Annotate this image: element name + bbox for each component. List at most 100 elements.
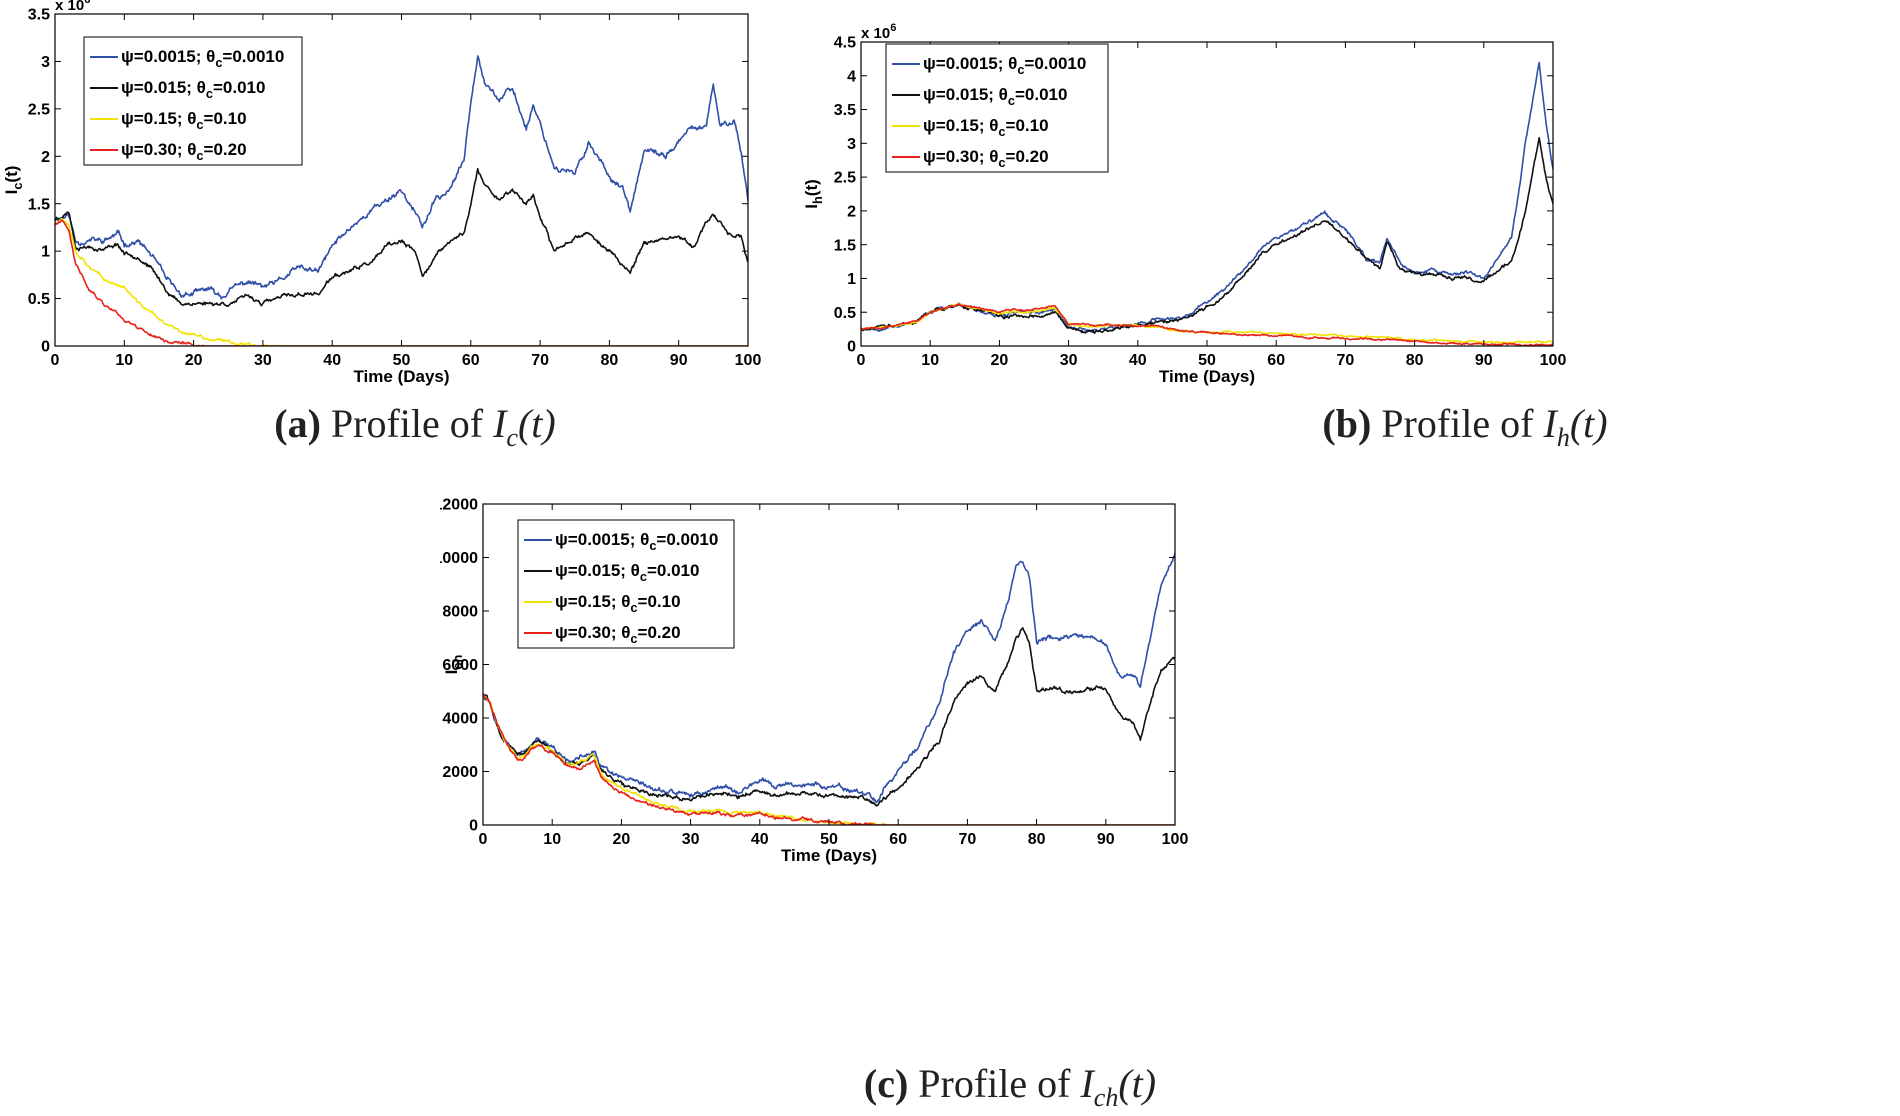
- y-axis-label-main: I: [442, 670, 461, 675]
- y-tick-label: 2000: [442, 764, 478, 781]
- caption-sub: h: [1556, 423, 1570, 452]
- legend-label-3: ψ=0.30; θc=0.20: [555, 623, 681, 646]
- y-exponent-label: x 106: [861, 22, 896, 42]
- caption-c: (c) Profile of Ich(t): [820, 1060, 1200, 1113]
- y-tick-label: 2: [41, 149, 50, 166]
- y-tick-label: 12000: [440, 497, 478, 514]
- y-tick-label: 0.5: [28, 291, 50, 308]
- legend-psi: ψ=0.30;: [923, 147, 989, 166]
- caption-tag: (c): [863, 1061, 909, 1106]
- series-line-2: [55, 218, 748, 346]
- legend-theta-val: =0.010: [1015, 85, 1067, 104]
- legend-theta: θ: [621, 592, 630, 611]
- series-line-2: [861, 302, 1553, 345]
- x-tick-label: 80: [1028, 831, 1046, 848]
- y-axis-label-tail: (t): [802, 179, 821, 196]
- x-tick-label: 50: [393, 352, 411, 369]
- legend-psi: ψ=0.015;: [121, 78, 197, 97]
- y-exponent-power: 6: [84, 0, 90, 6]
- legend-psi: ψ=0.0015;: [923, 54, 1008, 73]
- x-tick-label: 80: [601, 352, 619, 369]
- y-axis-label-main: I: [2, 190, 21, 195]
- legend-theta-sub: c: [1008, 93, 1015, 108]
- legend-theta-val: =0.20: [204, 140, 247, 159]
- legend-theta-sub: c: [640, 569, 647, 584]
- x-tick-label: 60: [1267, 352, 1285, 369]
- legend-label-1: ψ=0.015; θc=0.010: [923, 85, 1067, 108]
- caption-arg: (t): [517, 401, 556, 446]
- legend-theta-sub: c: [649, 538, 656, 553]
- legend-theta: θ: [187, 140, 196, 159]
- legend-box: [517, 519, 735, 649]
- legend-theta-val: =0.10: [638, 592, 681, 611]
- x-tick-label: 60: [889, 831, 907, 848]
- caption-sub: c: [506, 423, 518, 452]
- legend-theta-sub: c: [998, 124, 1005, 139]
- x-tick-label: 90: [1097, 831, 1115, 848]
- series-line-1: [55, 167, 748, 307]
- legend-theta: θ: [187, 109, 196, 128]
- legend-psi: ψ=0.30;: [555, 623, 621, 642]
- y-tick-label: 2.5: [28, 101, 50, 118]
- caption-arg: (t): [1569, 401, 1608, 446]
- legend-theta-val: =0.0010: [222, 47, 284, 66]
- series-line-0: [861, 61, 1553, 333]
- legend-psi: ψ=0.0015;: [121, 47, 206, 66]
- legend-theta-val: =0.0010: [656, 530, 718, 549]
- legend-theta-val: =0.10: [1006, 116, 1049, 135]
- x-tick-label: 70: [959, 831, 977, 848]
- caption-var: I: [493, 401, 507, 446]
- y-axis-label-tail: (t): [2, 166, 21, 183]
- legend-theta: θ: [621, 623, 630, 642]
- legend-theta-val: =0.0010: [1024, 54, 1086, 73]
- legend-psi: ψ=0.15;: [923, 116, 989, 135]
- legend-theta-val: =0.010: [213, 78, 265, 97]
- legend-theta-sub: c: [1017, 62, 1024, 77]
- chart-panel-c: 0 10 20 30 40 50 60 70 80 90 100 0 2000 4000 6000 8000 1…: [440, 490, 1440, 1050]
- chart-panel-b: 0 10 20 30 40 50 60 70 80 90 100 0 0.5 1 1.5 2 2.5 3 3.5 4 4…: [800, 0, 1900, 390]
- caption-text: Profile of: [918, 1061, 1071, 1106]
- y-tick-label: 0: [847, 339, 856, 356]
- legend-psi: ψ=0.15;: [121, 109, 187, 128]
- legend-label-2: ψ=0.15; θc=0.10: [555, 592, 681, 615]
- y-tick-label: 4: [847, 68, 856, 85]
- y-tick-label: 0: [469, 818, 478, 835]
- y-tick-label: 6000: [442, 657, 478, 674]
- legend-theta: θ: [206, 47, 215, 66]
- x-axis-label: Time (Days): [781, 846, 877, 865]
- x-tick-label: 30: [1060, 352, 1078, 369]
- x-tick-label: 0: [479, 831, 488, 848]
- y-tick-label: 3.5: [834, 102, 856, 119]
- x-tick-label: 90: [1475, 352, 1493, 369]
- legend-theta: θ: [197, 78, 206, 97]
- chart-a: 0 10 20 30 40 50 60 70 80 90 100 0 0.5 1 1.5 2 2.5 3 3.5 Ti…: [2, 0, 762, 386]
- legend-label-3: ψ=0.30; θc=0.20: [121, 140, 247, 163]
- caption-b: (b) Profile of Ih(t): [1290, 400, 1640, 453]
- x-tick-label: 100: [735, 352, 762, 369]
- y-axis-label-sub: h: [810, 196, 825, 204]
- x-tick-label: 80: [1406, 352, 1424, 369]
- x-axis-label: Time (Days): [353, 367, 449, 386]
- y-axis-label-main: I: [802, 204, 821, 209]
- legend-theta: θ: [999, 85, 1008, 104]
- legend-theta-val: =0.10: [204, 109, 247, 128]
- legend-theta-sub: c: [196, 117, 203, 132]
- legend-theta-val: =0.20: [638, 623, 681, 642]
- y-tick-label: 3: [847, 136, 856, 153]
- x-tick-label: 10: [543, 831, 561, 848]
- y-axis-label-sub: c: [10, 183, 25, 190]
- caption-var: I: [1543, 401, 1557, 446]
- legend-theta: θ: [989, 147, 998, 166]
- x-tick-label: 70: [531, 352, 549, 369]
- legend-label-3: ψ=0.30; θc=0.20: [923, 147, 1049, 170]
- legend-theta: θ: [631, 561, 640, 580]
- y-tick-label: 2.5: [834, 170, 856, 187]
- chart-c: 0 10 20 30 40 50 60 70 80 90 100 0 2000 4000 6000 8000 1…: [440, 497, 1189, 865]
- x-tick-label: 100: [1162, 831, 1189, 848]
- legend-theta-sub: c: [998, 155, 1005, 170]
- legend-theta-sub: c: [630, 631, 637, 646]
